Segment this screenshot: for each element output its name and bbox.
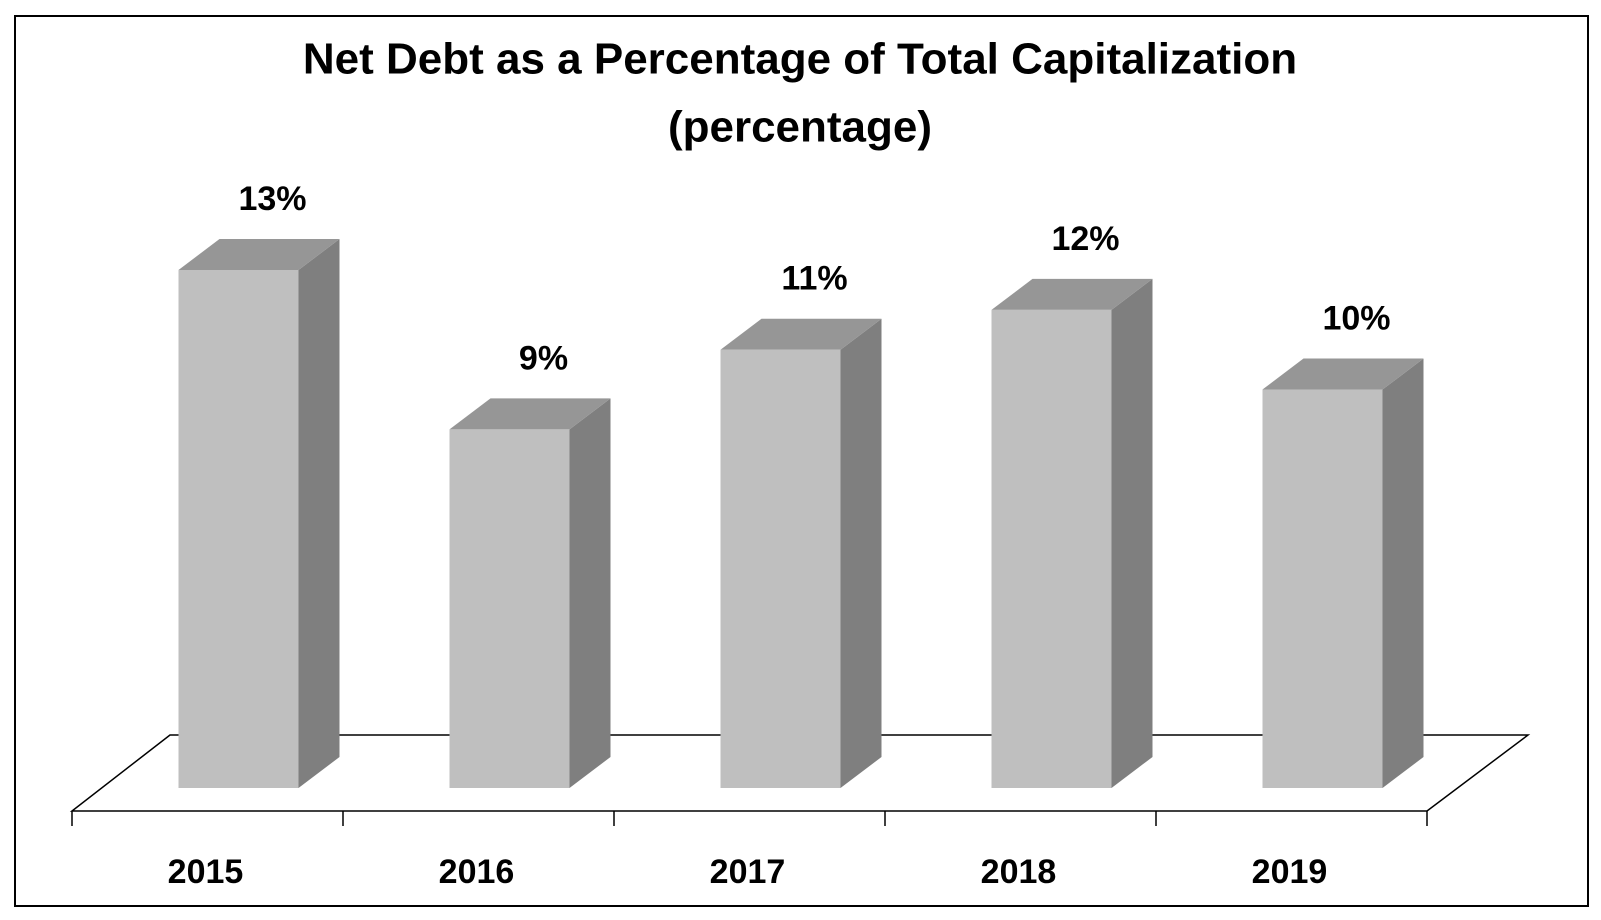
bar-top [449,398,611,430]
value-label: 13% [238,180,306,218]
bar-side [840,318,882,788]
bar-side [1111,278,1153,788]
bar-top [1262,358,1424,390]
bar [449,429,570,788]
value-label: 11% [781,260,847,298]
chart-title: Net Debt as a Percentage of Total Capita… [303,35,1297,84]
bar [720,349,841,788]
bar-top [991,278,1153,310]
bar-top [720,318,882,350]
bar-top [178,239,340,270]
x-tick-label: 2015 [168,853,244,891]
bar-side [1382,358,1424,788]
bar-side [298,239,340,788]
x-tick-label: 2017 [710,853,786,891]
x-tick-label: 2016 [439,853,515,891]
chart-subtitle: (percentage) [668,103,932,152]
bar [1262,389,1383,788]
value-label: 9% [519,339,568,377]
bar [178,270,299,788]
value-label: 12% [1051,220,1119,258]
value-label: 10% [1322,300,1390,338]
x-tick-label: 2019 [1252,853,1328,891]
bar-side [569,398,611,788]
bar [991,309,1112,788]
x-tick-label: 2018 [981,853,1057,891]
